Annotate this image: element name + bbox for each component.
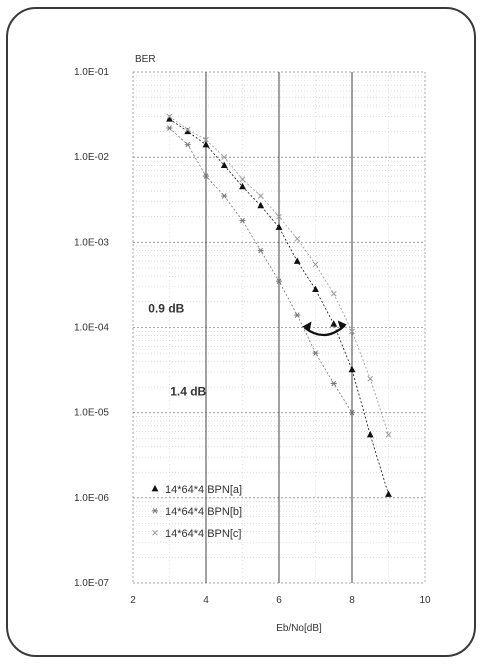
data-point	[312, 350, 319, 356]
data-point	[221, 193, 228, 199]
data-point	[275, 223, 283, 230]
tick-labels: 1.0E-01 1.0E-02 1.0E-03 1.0E-04 1.0E-05 1.0E-…	[74, 67, 431, 606]
data-marks	[166, 113, 392, 497]
y-tick-label: 1.0E-07	[74, 578, 109, 589]
data-point	[152, 529, 158, 536]
data-point	[203, 136, 209, 143]
data-point	[367, 375, 374, 382]
data-point	[330, 320, 338, 327]
data-point	[294, 312, 301, 318]
annotation-label: 1.4 dB	[170, 384, 206, 398]
gap-arrow	[303, 324, 346, 337]
y-tick-label: 1.0E-02	[74, 152, 109, 163]
x-tick-label: 8	[349, 595, 355, 606]
legend-entry: 14*64*4 BPN[c]	[165, 528, 241, 540]
legend-entry: 14*64*4 BPN[a]	[165, 484, 242, 496]
chart-frame	[6, 7, 476, 657]
x-tick-label: 10	[419, 595, 431, 606]
data-point	[239, 217, 246, 224]
annotations: 0.9 dB 1.4 dB	[148, 302, 347, 398]
data-point	[166, 113, 173, 120]
data-point	[184, 126, 191, 133]
data-point	[276, 278, 282, 284]
data-point	[184, 141, 191, 148]
data-point	[239, 176, 246, 183]
x-tick-label: 4	[203, 595, 209, 606]
data-point	[184, 127, 192, 135]
data-point	[312, 261, 319, 268]
grid	[132, 71, 426, 584]
arrow-head-right	[337, 320, 347, 331]
y-tick-label: 1.0E-04	[74, 323, 109, 334]
data-point	[349, 328, 355, 335]
data-point	[202, 140, 210, 148]
data-point	[293, 257, 301, 264]
data-point	[312, 285, 319, 293]
data-point	[366, 430, 374, 438]
x-tick-label: 2	[130, 595, 136, 606]
data-point	[385, 490, 392, 497]
y-tick-label: 1.0E-06	[74, 493, 109, 504]
data-point	[349, 409, 355, 416]
legend-entry: 14*64*4 BPN[b]	[165, 506, 242, 518]
data-point	[152, 508, 158, 514]
data-point	[220, 161, 228, 169]
x-tick-label: 6	[276, 595, 282, 606]
series-line	[169, 127, 353, 413]
data-point	[166, 115, 173, 122]
data-point	[257, 193, 264, 199]
data-point	[257, 247, 264, 254]
data-point	[276, 213, 282, 220]
data-point	[330, 290, 337, 297]
y-axis-label: BER	[135, 54, 156, 65]
data-point	[257, 201, 265, 209]
annotation-label: 0.9 dB	[148, 302, 184, 316]
x-axis-label: Eb/No[dB]	[276, 623, 322, 634]
data-point	[348, 365, 356, 373]
arrow-head-left	[302, 321, 312, 332]
y-tick-label: 1.0E-03	[74, 237, 109, 248]
y-tick-label: 1.0E-01	[74, 67, 109, 78]
data-point	[330, 380, 337, 387]
y-tick-label: 1.0E-05	[74, 408, 109, 419]
data-point	[166, 125, 173, 131]
data-point	[385, 431, 392, 438]
data-point	[151, 485, 159, 492]
legend: 14*64*4 BPN[a] 14*64*4 BPN[b] 14*64*4 BPN[…	[151, 484, 242, 540]
data-point	[221, 154, 228, 161]
data-point	[203, 173, 209, 179]
data-point	[239, 182, 246, 190]
data-point	[294, 235, 301, 242]
